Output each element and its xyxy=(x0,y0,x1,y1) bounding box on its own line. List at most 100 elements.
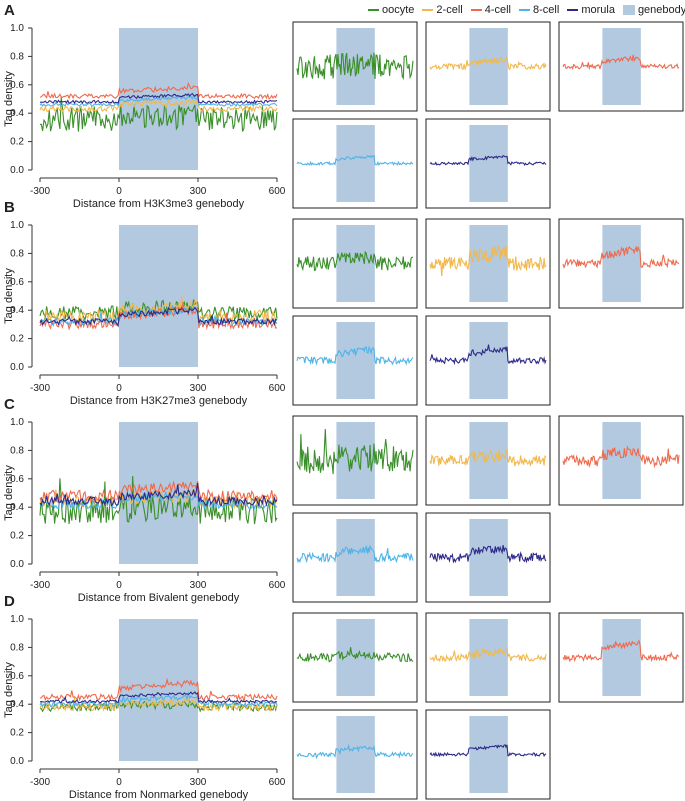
y-axis-label: Tag density xyxy=(3,662,15,718)
x-tick-label: 300 xyxy=(190,383,207,394)
legend-swatch xyxy=(470,9,482,11)
y-tick-label: 0.6 xyxy=(10,671,24,682)
small-genebody-band xyxy=(602,28,641,105)
small-series-line-morula xyxy=(429,344,547,366)
series-line-2-cell xyxy=(39,696,278,713)
small-genebody-band xyxy=(602,225,641,302)
series-line-oocyte xyxy=(39,475,278,525)
y-tick-label: 1.0 xyxy=(10,23,24,34)
series-line-morula xyxy=(39,92,278,105)
small-genebody-band xyxy=(336,519,375,596)
y-tick-label: 0.4 xyxy=(10,305,24,316)
y-tick-label: 0.0 xyxy=(10,362,24,373)
genebody-band xyxy=(119,619,198,761)
y-tick-label: 0.8 xyxy=(10,642,24,653)
small-series-line-2-cell xyxy=(429,449,547,467)
small-genebody-band xyxy=(469,422,508,499)
x-axis-label: Distance from H3K3me3 genebody xyxy=(73,198,245,210)
y-tick-label: 1.0 xyxy=(10,220,24,231)
legend-label: genebody xyxy=(637,4,685,16)
x-tick-label: 300 xyxy=(190,186,207,197)
series-line-4-cell xyxy=(39,480,278,503)
y-tick-label: 0.6 xyxy=(10,80,24,91)
panel-letter-B: B xyxy=(4,199,15,216)
y-axis-label: Tag density xyxy=(3,465,15,521)
small-series-line-4-cell xyxy=(562,639,680,663)
small-series-line-4-cell xyxy=(562,54,680,71)
legend-swatch xyxy=(519,9,531,11)
series-line-4-cell xyxy=(39,302,278,331)
small-genebody-band xyxy=(469,225,508,302)
panel-letter-C: C xyxy=(4,396,15,413)
series-line-morula xyxy=(39,306,278,328)
legend-label: 4-cell xyxy=(484,4,512,16)
series-line-morula xyxy=(39,482,278,508)
series-line-8-cell xyxy=(39,691,278,708)
x-tick-label: -300 xyxy=(30,383,50,394)
series-line-morula xyxy=(39,691,278,704)
legend-label: oocyte xyxy=(382,4,415,16)
legend-item-morula: morula xyxy=(567,4,615,16)
small-genebody-band xyxy=(602,422,641,499)
small-genebody-band xyxy=(469,322,508,399)
x-axis-label: Distance from Bivalent genebody xyxy=(78,592,240,604)
legend-item-4-cell: 4-cell xyxy=(470,4,512,16)
series-line-8-cell xyxy=(39,94,278,108)
small-genebody-band xyxy=(602,619,641,696)
x-tick-label: 300 xyxy=(190,777,207,788)
x-tick-label: 600 xyxy=(269,383,286,394)
y-tick-label: 0.8 xyxy=(10,51,24,62)
y-tick-label: 1.0 xyxy=(10,417,24,428)
y-tick-label: 0.0 xyxy=(10,756,24,767)
legend-label: morula xyxy=(581,4,615,16)
panel-letter-D: D xyxy=(4,593,15,610)
small-series-line-8-cell xyxy=(296,154,414,167)
legend-item-2-cell: 2-cell xyxy=(422,4,463,16)
y-tick-label: 0.4 xyxy=(10,502,24,513)
small-series-line-oocyte xyxy=(296,52,414,80)
legend-item-genebody: genebody xyxy=(622,4,685,16)
small-genebody-band xyxy=(336,125,375,202)
y-tick-label: 0.2 xyxy=(10,728,24,739)
legend-swatch xyxy=(622,5,635,15)
legend-swatch xyxy=(567,9,579,11)
small-genebody-band xyxy=(469,716,508,793)
x-tick-label: 600 xyxy=(269,186,286,197)
small-genebody-band xyxy=(469,519,508,596)
legend-label: 8-cell xyxy=(533,4,560,16)
y-tick-label: 0.2 xyxy=(10,531,24,542)
x-tick-label: 0 xyxy=(116,383,122,394)
small-series-line-2-cell xyxy=(429,244,547,277)
y-tick-label: 0.8 xyxy=(10,445,24,456)
legend-swatch xyxy=(422,9,434,11)
small-series-line-4-cell xyxy=(562,445,680,469)
y-tick-label: 0.6 xyxy=(10,474,24,485)
small-genebody-band xyxy=(336,322,375,399)
small-series-line-2-cell xyxy=(429,647,547,663)
y-tick-label: 0.0 xyxy=(10,165,24,176)
x-tick-label: -300 xyxy=(30,186,50,197)
legend-label: 2-cell xyxy=(436,4,463,16)
y-tick-label: 0.4 xyxy=(10,699,24,710)
y-tick-label: 0.8 xyxy=(10,248,24,259)
y-tick-label: 0.4 xyxy=(10,108,24,119)
small-genebody-band xyxy=(469,125,508,202)
x-axis-label: Distance from Nonmarked genebody xyxy=(69,789,249,801)
x-tick-label: -300 xyxy=(30,777,50,788)
series-line-8-cell xyxy=(39,491,278,511)
small-series-line-8-cell xyxy=(296,345,414,366)
series-line-2-cell xyxy=(39,94,278,114)
y-tick-label: 0.2 xyxy=(10,334,24,345)
legend-item-oocyte: oocyte xyxy=(368,4,414,16)
y-axis-label: Tag density xyxy=(3,268,15,324)
x-tick-label: 600 xyxy=(269,777,286,788)
x-axis-label: Distance from H3K27me3 genebody xyxy=(70,395,248,407)
small-genebody-band xyxy=(469,28,508,105)
small-series-line-morula xyxy=(429,545,547,564)
x-tick-label: 600 xyxy=(269,580,286,591)
y-axis-label: Tag density xyxy=(3,71,15,127)
y-tick-label: 0.6 xyxy=(10,277,24,288)
genebody-band xyxy=(119,225,198,367)
small-series-line-8-cell xyxy=(296,544,414,564)
